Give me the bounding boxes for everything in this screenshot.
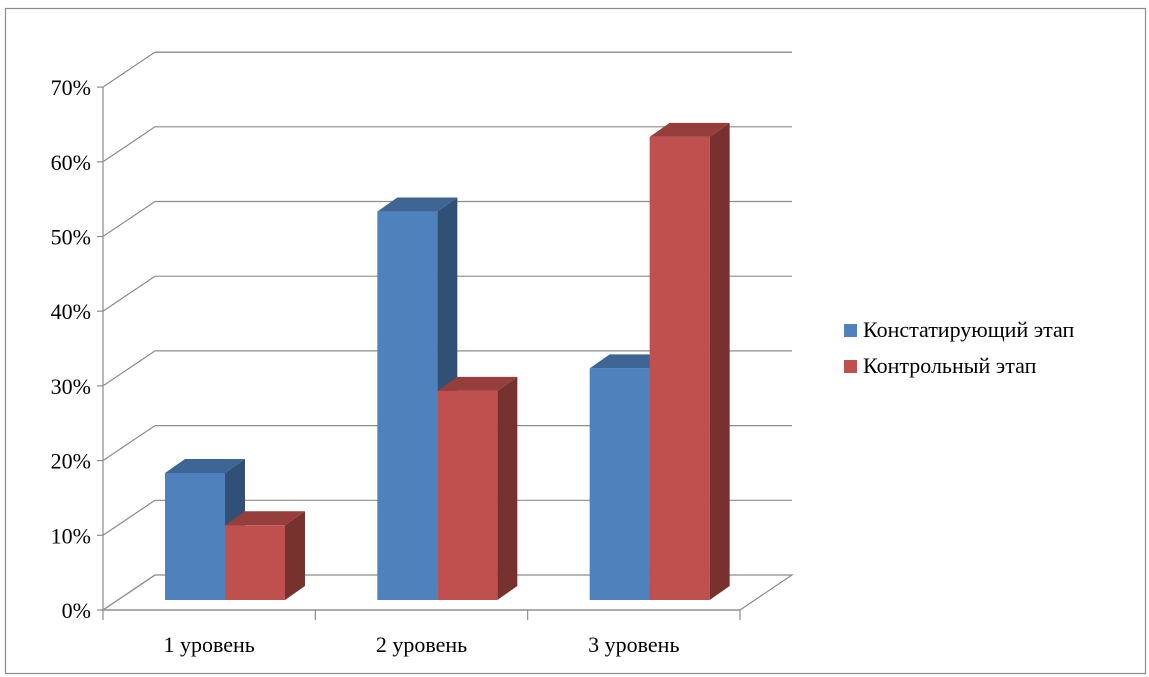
bar-front [377,211,438,600]
bar-top [165,459,245,474]
bar-side [497,376,518,600]
bar-front [225,525,285,600]
bar-2-2 [437,376,518,600]
legend-item-series-2: Контрольный этап [844,348,1074,384]
legend-swatch-series-2 [844,359,857,373]
bar-2-3 [649,122,730,601]
legend-item-series-1: Констатирующий этап [844,312,1074,348]
x-tick-label: 1 уровень [163,632,254,657]
bar-side [709,122,730,601]
bar-2-1 [225,511,305,600]
legend: Констатирующий этап Контрольный этап [844,312,1074,384]
bar-top [377,197,458,212]
legend-label-series-2: Контрольный этап [863,353,1037,378]
legend-swatch-series-1 [844,323,857,337]
bar-front [165,473,225,600]
bar-top [437,376,518,391]
y-tick-label: 50% [51,225,91,250]
x-tick-label: 2 уровень [376,632,467,657]
bar-side [285,511,305,600]
bar-top [225,511,305,526]
gridline-side [102,499,156,536]
gridline-side [102,275,156,312]
gridline-side [102,51,156,88]
bars [165,122,730,601]
y-tick-label: 60% [51,150,91,175]
y-tick-label: 0% [62,598,91,623]
y-tick-label: 10% [51,523,91,548]
x-tick-label: 3 уровень [588,632,679,657]
axes [97,86,741,620]
bar-front [437,390,498,600]
bar-front [589,368,650,600]
gridline-side [102,126,156,163]
bar-top [649,122,730,137]
bar-front [649,136,710,601]
gridline-side [102,201,156,237]
y-tick-label: 20% [51,449,91,474]
y-axis-ticks: 0% 10% 20% 30% 40% 50% 60% 70% [51,75,91,623]
gridline-side [102,425,156,462]
gridline-side [102,350,156,387]
y-tick-label: 40% [51,299,91,324]
y-tick-label: 30% [51,374,91,399]
x-axis-labels: 1 уровень 2 уровень 3 уровень [163,632,679,657]
gridline-side [102,574,156,611]
y-tick-label: 70% [51,75,91,100]
legend-label-series-1: Констатирующий этап [863,317,1075,342]
